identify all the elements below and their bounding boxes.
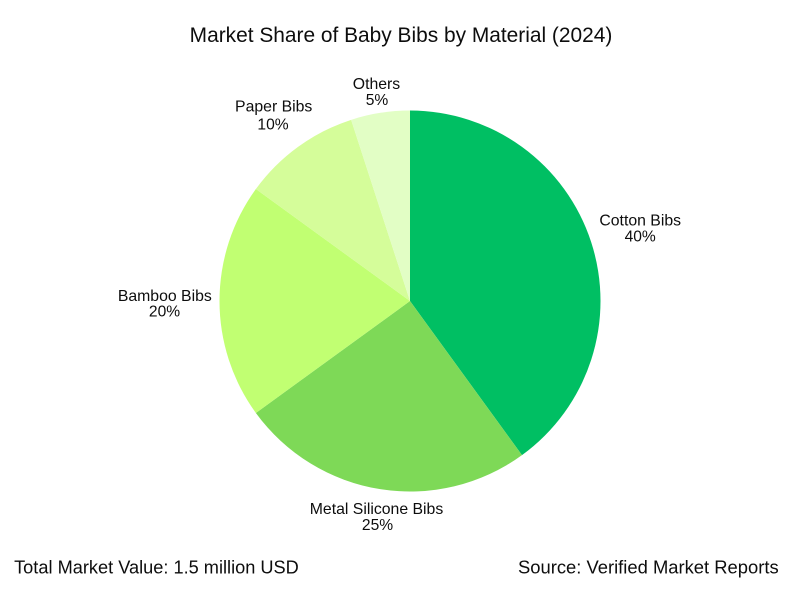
svg-text:Bamboo Bibs: Bamboo Bibs [118,288,212,305]
svg-text:Metal Silicone Bibs: Metal Silicone Bibs [310,501,444,518]
svg-text:Total Market Value: 1.5 millio: Total Market Value: 1.5 million USD [14,558,299,578]
svg-text:40%: 40% [625,229,656,246]
svg-text:5%: 5% [366,92,389,109]
svg-text:25%: 25% [362,517,393,534]
svg-text:10%: 10% [257,117,288,134]
svg-text:Paper Bibs: Paper Bibs [235,99,312,116]
svg-text:20%: 20% [149,304,180,321]
svg-text:Others: Others [353,76,401,93]
svg-text:Cotton Bibs: Cotton Bibs [599,213,681,230]
svg-text:Market Share of Baby Bibs by M: Market Share of Baby Bibs by Material (2… [190,24,613,47]
svg-text:Source: Verified Market Report: Source: Verified Market Reports [518,557,779,578]
